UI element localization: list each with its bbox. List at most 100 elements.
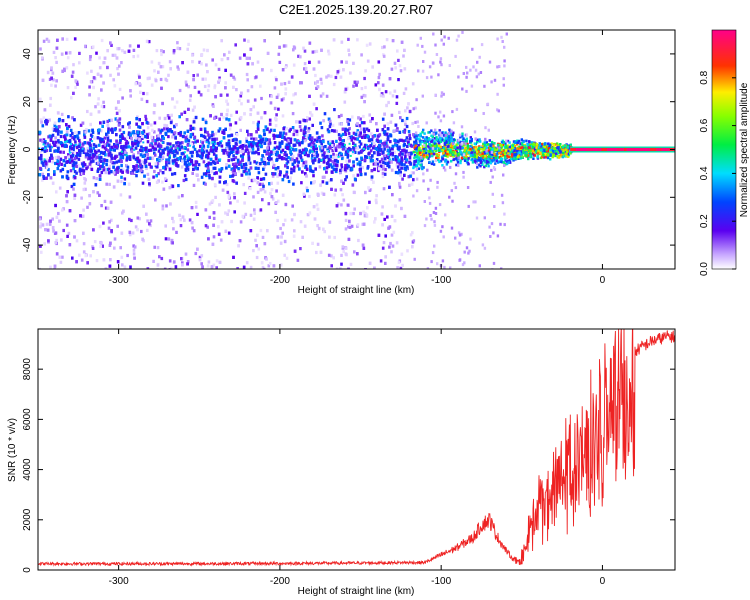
heatmap-cell <box>383 217 386 221</box>
heatmap-cell <box>184 80 188 84</box>
heatmap-cell <box>289 150 293 154</box>
heatmap-cell <box>138 159 141 163</box>
heatmap-cell <box>381 45 384 50</box>
heatmap-cell <box>382 154 386 158</box>
heatmap-cell <box>227 142 231 146</box>
heatmap-cell <box>121 156 125 160</box>
heatmap-cell <box>362 147 365 150</box>
heatmap-cell <box>83 141 87 145</box>
heatmap-cell <box>294 159 298 163</box>
heatmap-cell <box>264 137 268 141</box>
heatmap-cell <box>165 163 168 167</box>
heatmap-cell <box>500 148 504 152</box>
heatmap-cell <box>184 139 188 143</box>
heatmap-cell <box>217 80 220 84</box>
heatmap-cell <box>403 48 406 52</box>
heatmap-cell <box>278 45 281 49</box>
heatmap-cell <box>88 141 91 146</box>
heatmap-cell <box>49 265 52 269</box>
heatmap-cell <box>398 162 402 166</box>
heatmap-cell <box>400 138 403 142</box>
heatmap-cell <box>45 148 49 153</box>
heatmap-cell <box>145 212 148 216</box>
heatmap-cell <box>476 156 480 159</box>
heatmap-cell <box>48 118 51 122</box>
heatmap-cell <box>46 142 49 146</box>
heatmap-cell <box>120 150 123 153</box>
heatmap-cell <box>341 156 344 161</box>
heatmap-cell <box>70 155 73 159</box>
heatmap-cell <box>136 216 140 220</box>
heatmap-cell <box>86 149 89 153</box>
heatmap-cell <box>177 184 180 188</box>
heatmap-cell <box>375 194 378 198</box>
heatmap-cell <box>107 127 110 131</box>
heatmap-cell <box>329 122 332 126</box>
heatmap-cell <box>74 79 78 83</box>
heatmap-cell <box>121 125 125 129</box>
heatmap-cell <box>356 146 359 150</box>
heatmap-cell <box>174 136 177 140</box>
heatmap-cell <box>353 144 356 147</box>
heatmap-cell <box>283 239 287 244</box>
heatmap-cell <box>323 112 327 116</box>
heatmap-cell <box>404 150 408 154</box>
heatmap-cell <box>421 167 424 171</box>
heatmap-cell <box>236 160 240 164</box>
heatmap-cell <box>197 163 201 167</box>
heatmap-cell <box>138 148 142 152</box>
heatmap-cell <box>173 125 176 129</box>
heatmap-cell <box>73 193 77 197</box>
heatmap-cell <box>163 123 166 128</box>
heatmap-cell <box>116 67 119 71</box>
heatmap-cell <box>412 165 416 168</box>
heatmap-cell <box>267 148 271 152</box>
heatmap-cell <box>192 117 196 122</box>
heatmap-cell <box>318 165 322 169</box>
heatmap-cell <box>95 155 99 159</box>
heatmap-cell <box>401 118 404 123</box>
heatmap-cell <box>177 132 181 136</box>
heatmap-cell <box>399 170 402 174</box>
heatmap-cell <box>38 156 41 160</box>
heatmap-cell <box>370 132 373 136</box>
heatmap-cell <box>329 158 332 162</box>
heatmap-cell <box>112 78 115 82</box>
heatmap-cell <box>303 67 306 71</box>
heatmap-cell <box>73 151 77 155</box>
heatmap-cell <box>94 151 98 155</box>
heatmap-cell <box>231 174 234 178</box>
heatmap-cell <box>385 154 389 158</box>
heatmap-cell <box>194 251 198 256</box>
heatmap-cell <box>401 177 404 181</box>
heatmap-cell <box>315 151 318 155</box>
heatmap-cell <box>292 143 296 147</box>
heatmap-cell <box>89 55 92 59</box>
heatmap-cell <box>200 62 203 66</box>
heatmap-cell <box>345 175 348 179</box>
heatmap-cell <box>73 118 76 122</box>
heatmap-cell <box>295 157 299 161</box>
heatmap-cell <box>352 174 355 178</box>
heatmap-cell <box>216 141 220 146</box>
heatmap-cell <box>56 159 60 163</box>
heatmap-cell <box>393 219 397 223</box>
heatmap-cell <box>252 141 255 145</box>
heatmap-cell <box>344 212 348 216</box>
heatmap-cell <box>302 161 306 165</box>
heatmap-cell <box>226 108 229 112</box>
heatmap-cell <box>274 134 277 138</box>
heatmap-cell <box>199 93 203 97</box>
heatmap-cell <box>100 38 104 43</box>
heatmap-cell <box>395 241 399 245</box>
heatmap-cell <box>327 253 331 257</box>
heatmap-cell <box>146 135 149 139</box>
heatmap-cell <box>102 61 106 65</box>
heatmap-cell <box>230 147 233 151</box>
heatmap-cell <box>108 182 111 186</box>
heatmap-cell <box>364 172 367 176</box>
heatmap-cell <box>383 147 386 151</box>
heatmap-cell <box>242 152 245 156</box>
heatmap-cell <box>279 226 282 231</box>
heatmap-cell <box>377 81 380 85</box>
